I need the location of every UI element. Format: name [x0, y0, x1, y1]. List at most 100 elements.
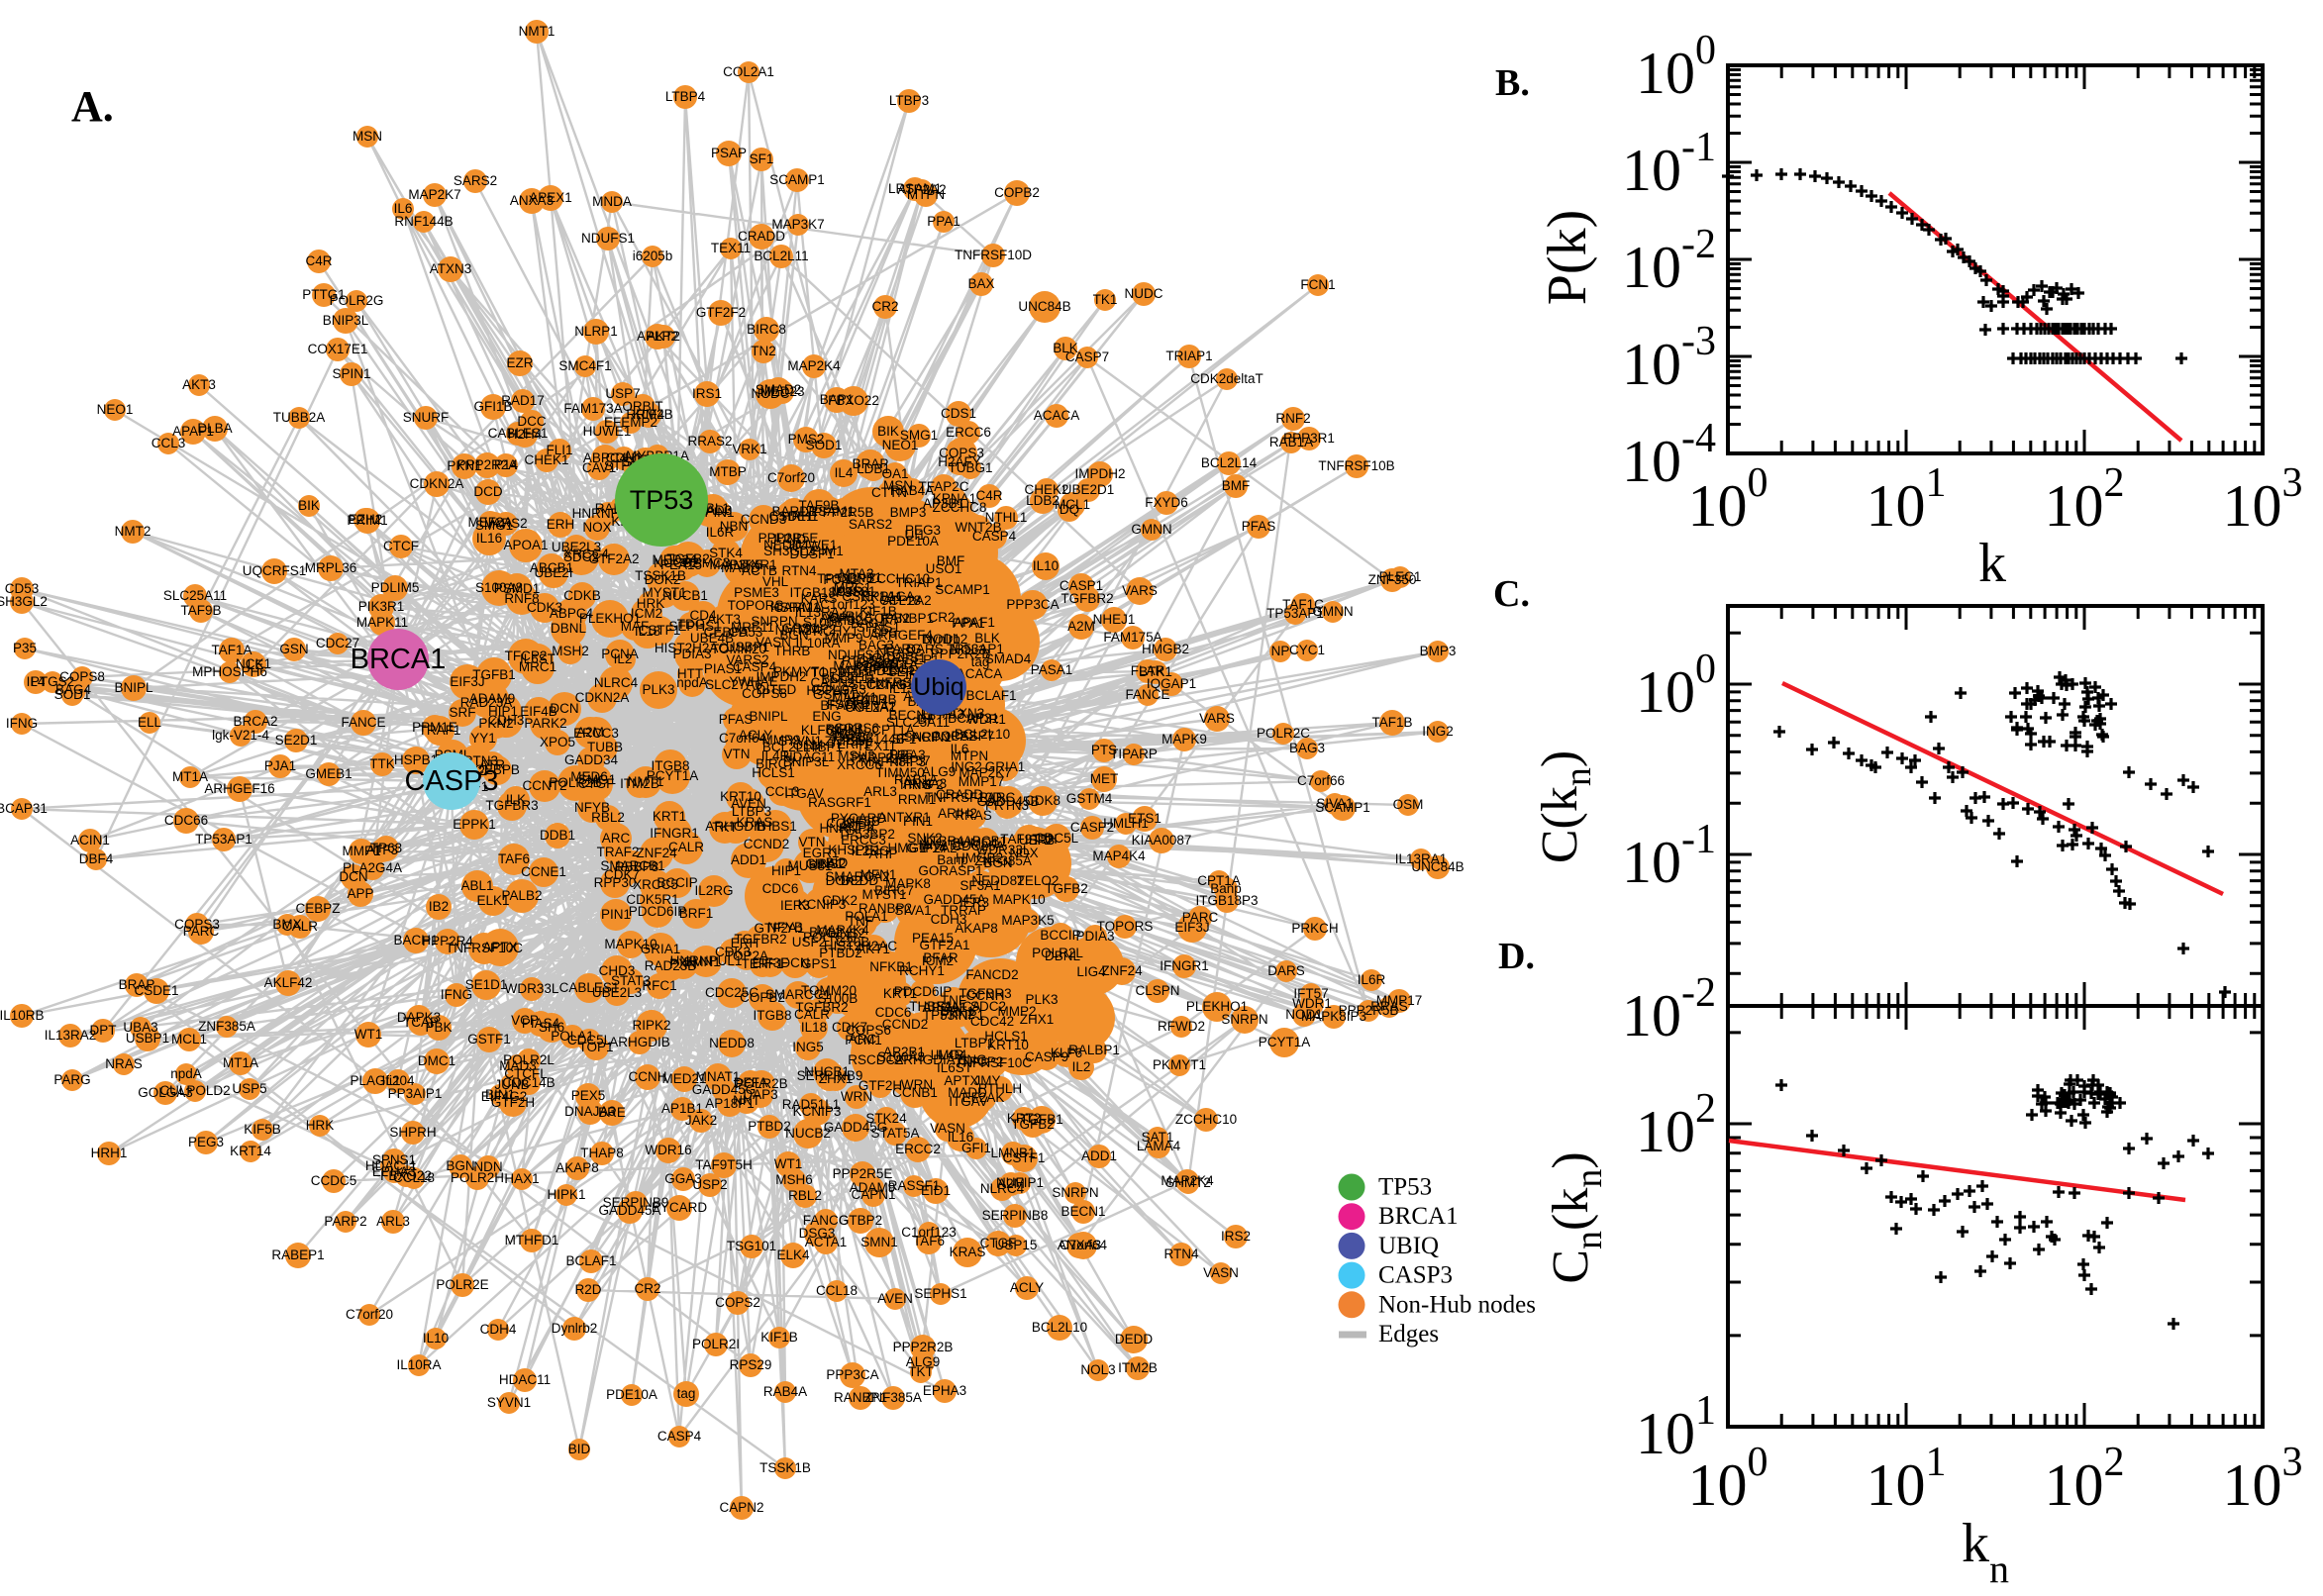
svg-text:IFNG: IFNG: [441, 987, 472, 1002]
svg-text:Dynlrb2: Dynlrb2: [552, 1321, 598, 1336]
svg-text:ELL: ELL: [138, 715, 162, 730]
svg-text:VARS2: VARS2: [484, 516, 527, 531]
svg-text:100: 100: [1636, 28, 1716, 106]
svg-text:TKT: TKT: [908, 1364, 934, 1379]
svg-text:PASA1: PASA1: [1031, 662, 1073, 677]
svg-text:IL2: IL2: [1072, 1059, 1091, 1074]
svg-text:LMO4: LMO4: [931, 1047, 967, 1062]
svg-text:P(k): P(k): [1537, 210, 1598, 305]
svg-text:CASP4: CASP4: [657, 1429, 702, 1444]
svg-text:DEDD: DEDD: [1115, 1332, 1154, 1347]
svg-text:KLF6: KLF6: [801, 723, 833, 738]
svg-text:RAD17: RAD17: [501, 393, 545, 408]
svg-text:SHPRH: SHPRH: [389, 1125, 436, 1140]
svg-text:PARG: PARG: [884, 642, 921, 656]
svg-text:TAF9T5H: TAF9T5H: [695, 1157, 753, 1172]
svg-text:EID1: EID1: [921, 1183, 951, 1198]
svg-text:COPS2: COPS2: [715, 1295, 760, 1310]
svg-text:ARHGEF16: ARHGEF16: [204, 781, 274, 796]
svg-text:BAG3: BAG3: [1289, 741, 1325, 755]
svg-text:BMP3: BMP3: [1420, 644, 1457, 658]
svg-text:PKN1: PKN1: [447, 458, 481, 473]
svg-text:SNRPN: SNRPN: [1052, 1185, 1098, 1200]
svg-text:ACIN1: ACIN1: [70, 833, 110, 848]
svg-text:BIRC7: BIRC7: [756, 756, 795, 771]
svg-text:PSME3: PSME3: [734, 585, 779, 600]
svg-text:MMP9: MMP9: [824, 631, 862, 646]
svg-text:MUS81: MUS81: [787, 858, 832, 873]
svg-text:CAPN1: CAPN1: [851, 1187, 895, 1202]
svg-text:IL10RA: IL10RA: [396, 1357, 441, 1372]
svg-text:IL16: IL16: [476, 531, 502, 546]
svg-text:KRT14: KRT14: [230, 1144, 271, 1158]
svg-text:EPHA3: EPHA3: [923, 1383, 966, 1398]
svg-text:BCCIP: BCCIP: [656, 875, 697, 890]
svg-text:IL10: IL10: [1033, 558, 1059, 573]
svg-text:BRCA1: BRCA1: [351, 644, 447, 675]
svg-text:TIPARP: TIPARP: [1110, 747, 1158, 761]
svg-text:IL13RA2: IL13RA2: [45, 1028, 97, 1043]
svg-text:AKT1: AKT1: [857, 942, 890, 956]
svg-text:DPT: DPT: [90, 1023, 117, 1038]
svg-text:AKAP8: AKAP8: [955, 921, 998, 936]
svg-text:NUCB1: NUCB1: [662, 588, 708, 603]
svg-text:RFWD2: RFWD2: [1158, 1019, 1205, 1034]
svg-text:FCN1: FCN1: [1300, 277, 1335, 292]
svg-text:CDC14B: CDC14B: [502, 1075, 555, 1090]
svg-text:KRT10: KRT10: [720, 789, 761, 804]
svg-text:BNIP3L: BNIP3L: [323, 313, 369, 328]
svg-text:GADD45G: GADD45G: [692, 1082, 757, 1097]
svg-text:BMF: BMF: [1222, 478, 1251, 493]
svg-text:CR2: CR2: [634, 1281, 660, 1296]
svg-text:LMNB1: LMNB1: [990, 1146, 1035, 1160]
svg-text:WDR33L: WDR33L: [505, 981, 559, 996]
svg-text:IL6: IL6: [951, 742, 969, 756]
svg-text:CDH4: CDH4: [480, 1322, 517, 1337]
svg-text:P14: P14: [494, 457, 519, 472]
svg-text:RANBP1: RANBP1: [834, 1390, 887, 1405]
svg-text:HMLH1: HMLH1: [1103, 816, 1149, 831]
svg-text:PCM1: PCM1: [845, 1033, 882, 1047]
svg-text:10-3: 10-3: [1622, 319, 1716, 397]
svg-text:TGFB1: TGFB1: [472, 667, 516, 682]
svg-text:CCNB1: CCNB1: [837, 570, 882, 585]
svg-text:KRT2: KRT2: [1007, 1111, 1041, 1126]
svg-text:HRK: HRK: [306, 1118, 335, 1133]
svg-text:CDS1: CDS1: [941, 406, 976, 421]
svg-text:LTBP3: LTBP3: [889, 93, 929, 108]
svg-text:TFCP2: TFCP2: [505, 648, 548, 663]
svg-text:TRAF2: TRAF2: [597, 845, 640, 859]
svg-text:VARS: VARS: [1199, 711, 1235, 726]
svg-text:SE2D1: SE2D1: [275, 733, 318, 748]
svg-text:COL2A1: COL2A1: [723, 64, 774, 79]
svg-text:ICM2: ICM2: [922, 953, 954, 968]
svg-text:ITGAV: ITGAV: [784, 786, 824, 801]
svg-text:BRE: BRE: [598, 1105, 626, 1120]
svg-text:WT1: WT1: [354, 1027, 383, 1042]
svg-text:CALR: CALR: [282, 919, 318, 934]
svg-text:TFAP2C: TFAP2C: [918, 479, 968, 494]
svg-text:103: 103: [2223, 1440, 2303, 1518]
svg-text:TP53: TP53: [630, 485, 694, 515]
svg-text:ITGB8: ITGB8: [753, 1008, 791, 1023]
svg-text:MAPK11: MAPK11: [356, 615, 408, 630]
svg-text:AVEN: AVEN: [877, 1291, 913, 1306]
svg-text:BCCIP: BCCIP: [1040, 928, 1080, 943]
svg-text:CASP7: CASP7: [1065, 349, 1109, 364]
svg-text:BRF1: BRF1: [679, 906, 714, 921]
svg-text:TRAF1: TRAF1: [419, 723, 461, 738]
svg-text:MMP9: MMP9: [761, 733, 800, 748]
svg-text:SRF: SRF: [450, 705, 476, 720]
svg-text:YY1: YY1: [470, 731, 496, 746]
svg-text:GTF2A1: GTF2A1: [754, 921, 804, 936]
svg-text:CCL3: CCL3: [152, 436, 186, 450]
svg-text:RAD51L1: RAD51L1: [782, 1097, 841, 1112]
svg-text:MADD: MADD: [721, 560, 760, 575]
svg-text:KIF1B: KIF1B: [760, 1330, 798, 1345]
svg-text:PPA1: PPA1: [927, 214, 960, 229]
svg-text:GSTM4: GSTM4: [1066, 791, 1113, 806]
svg-text:RPP30: RPP30: [594, 875, 637, 890]
svg-text:DMC1: DMC1: [418, 1053, 455, 1068]
svg-text:IL4: IL4: [835, 465, 854, 480]
svg-text:MTHFD1: MTHFD1: [505, 1233, 559, 1247]
